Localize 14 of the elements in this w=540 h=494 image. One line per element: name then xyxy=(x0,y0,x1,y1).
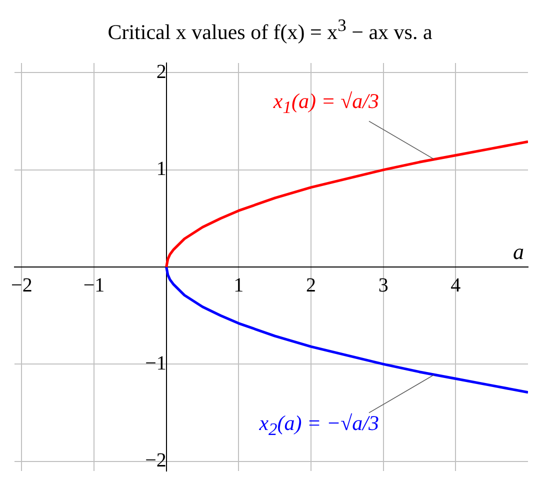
x-tick-label: 4 xyxy=(450,274,461,296)
y-tick-label: 1 xyxy=(156,158,166,180)
x-tick-label: −1 xyxy=(83,274,105,296)
annotation: x$_{1}$(a) = √a/3 xyxy=(273,88,379,120)
y-tick-label: 2 xyxy=(156,60,166,83)
x-tick-label: 2 xyxy=(306,274,316,296)
y-tick-label: −1 xyxy=(145,352,166,374)
annotation: x$_{2}$(a) = −√a/3 xyxy=(259,410,379,442)
chart-title: Critical x values of f(x) = x$^{3}$ − ax vs. a xyxy=(106,14,434,46)
x-axis-title: a xyxy=(513,239,524,264)
x-tick-label: 3 xyxy=(378,274,388,296)
y-tick-label: −2 xyxy=(145,450,166,472)
x-tick-label: 1 xyxy=(234,274,244,296)
x-tick-label: −2 xyxy=(11,274,32,296)
